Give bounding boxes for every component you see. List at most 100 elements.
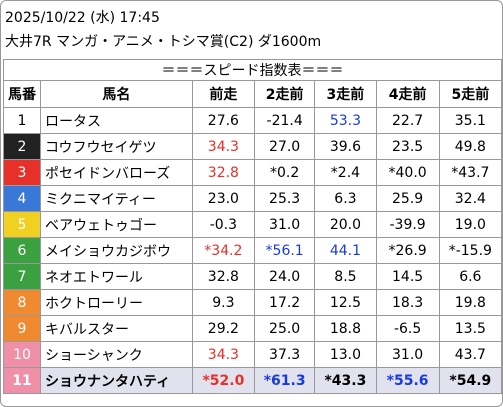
speed-index: *61.3 (253, 367, 316, 394)
speed-index: 32.8 (191, 263, 255, 290)
speed-index: 14.5 (375, 263, 440, 290)
speed-index: -0.3 (191, 211, 255, 238)
row: 8 ホクトローリー 9.3 17.2 12.5 18.3 19.8 (3, 289, 503, 316)
speed-index: 20.0 (314, 211, 377, 238)
speed-index: 35.1 (438, 107, 503, 134)
speed-index: *26.9 (375, 237, 440, 264)
horse-number: 10 (3, 341, 41, 368)
speed-index: 31.0 (375, 341, 440, 368)
row: 4 ミクニマイティー 23.0 25.3 6.3 25.9 32.4 (3, 185, 503, 212)
speed-index: 31.0 (253, 211, 316, 238)
column-header: 馬名 (40, 80, 193, 108)
speed-index: -6.5 (375, 315, 440, 342)
column-header: 4走前 (375, 80, 440, 108)
row: 10 ショーシャンク 34.3 37.3 13.0 31.0 43.7 (3, 341, 503, 368)
horse-number: 11 (3, 367, 41, 394)
speed-index: *55.6 (375, 367, 440, 394)
horse-name: ショウナンタハティ (40, 367, 193, 394)
row: 11 ショウナンタハティ *52.0 *61.3 *43.3 *55.6 *54.9 (3, 367, 503, 394)
date: 2025/10/22 (水) 17:45 (5, 10, 160, 26)
speed-index: 32.4 (438, 185, 503, 212)
speed-index: 8.5 (314, 263, 377, 290)
row: 6 メイショウカジボウ *34.2 *56.1 44.1 *26.9 *-15.9 (3, 237, 503, 264)
speed-index: -21.4 (253, 107, 316, 134)
table-body: 1 ロータス 27.6 -21.4 53.3 22.7 35.1 2 コウフウセイゲツ 34.3 2… (3, 107, 503, 394)
speed-index: 23.0 (191, 185, 255, 212)
horse-name: ホクトローリー (40, 289, 193, 316)
speed-index: 18.8 (314, 315, 377, 342)
speed-index: 13.0 (314, 341, 377, 368)
speed-index: 34.3 (191, 341, 255, 368)
speed-index: 25.0 (253, 315, 316, 342)
speed-index: 17.2 (253, 289, 316, 316)
speed-index: *43.7 (438, 159, 503, 186)
speed-index: 43.7 (438, 341, 503, 368)
column-header: 2走前 (253, 80, 316, 108)
speed-index: 6.3 (314, 185, 377, 212)
row: 9 キバルスター 29.2 25.0 18.8 -6.5 13.5 (3, 315, 503, 342)
speed-index: *-15.9 (438, 237, 503, 264)
horse-name: メイショウカジボウ (40, 237, 193, 264)
row: 5 ベアウェトゥゴー -0.3 31.0 20.0 -39.9 19.0 (3, 211, 503, 238)
speed-index: *54.9 (438, 367, 503, 394)
speed-index: 6.6 (438, 263, 503, 290)
speed-index: 19.8 (438, 289, 503, 316)
horse-number: 1 (3, 107, 41, 134)
row: 7 ネオエトワール 32.8 24.0 8.5 14.5 6.6 (3, 263, 503, 290)
speed-index: 24.0 (253, 263, 316, 290)
horse-name: ショーシャンク (40, 341, 193, 368)
speed-index: 13.5 (438, 315, 503, 342)
horse-number: 9 (3, 315, 41, 342)
horse-number: 5 (3, 211, 41, 238)
column-header: 前走 (191, 80, 255, 108)
speed-table: ＝＝＝スピード指数表＝＝＝ 馬番 馬名 前走 2走前 3走前 4走前 5走前 1 ロータス 27… (3, 59, 503, 394)
speed-index: *34.2 (191, 237, 255, 264)
speed-index: *43.3 (314, 367, 377, 394)
row: 3 ポセイドンバローズ 32.8 *0.2 *2.4 *40.0 *43.7 (3, 159, 503, 186)
horse-name: ポセイドンバローズ (40, 159, 193, 186)
race: 大井7R マンガ・アニメ・トシマ賞(C2) ダ1600m (5, 34, 322, 50)
speed-index: *56.1 (253, 237, 316, 264)
speed-index: 25.9 (375, 185, 440, 212)
speed-index: 39.6 (314, 133, 377, 160)
speed-index: 22.7 (375, 107, 440, 134)
horse-name: ベアウェトゥゴー (40, 211, 193, 238)
header-row: 馬番 馬名 前走 2走前 3走前 4走前 5走前 (3, 80, 503, 108)
horse-number: 7 (3, 263, 41, 290)
speed-index: 37.3 (253, 341, 316, 368)
horse-number: 8 (3, 289, 41, 316)
speed-index: 18.3 (375, 289, 440, 316)
speed-index: 27.6 (191, 107, 255, 134)
horse-number: 3 (3, 159, 41, 186)
horse-number: 6 (3, 237, 41, 264)
speed-index: 29.2 (191, 315, 255, 342)
speed-index: 44.1 (314, 237, 377, 264)
speed-index: 34.3 (191, 133, 255, 160)
speed-index: *2.4 (314, 159, 377, 186)
speed-index: 23.5 (375, 133, 440, 160)
horse-name: ネオエトワール (40, 263, 193, 290)
horse-name: ロータス (40, 107, 193, 134)
row: 2 コウフウセイゲツ 34.3 27.0 39.6 23.5 49.8 (3, 133, 503, 160)
speed-index: 9.3 (191, 289, 255, 316)
speed-index: 32.8 (191, 159, 255, 186)
horse-name: コウフウセイゲツ (40, 133, 193, 160)
speed-index: *52.0 (191, 367, 255, 394)
column-header: 3走前 (314, 80, 377, 108)
speed-index: 27.0 (253, 133, 316, 160)
speed-index: 12.5 (314, 289, 377, 316)
speed-index: 25.3 (253, 185, 316, 212)
column-header: 馬番 (3, 80, 41, 108)
speed-index: *0.2 (253, 159, 316, 186)
horse-number: 2 (3, 133, 41, 160)
speed-index: *40.0 (375, 159, 440, 186)
speed-index: 53.3 (314, 107, 377, 134)
speed-index: 19.0 (438, 211, 503, 238)
speed-index: -39.9 (375, 211, 440, 238)
row: 1 ロータス 27.6 -21.4 53.3 22.7 35.1 (3, 107, 503, 134)
table-title: ＝＝＝スピード指数表＝＝＝ (3, 59, 502, 81)
column-header: 5走前 (438, 80, 503, 108)
speed-index: 49.8 (438, 133, 503, 160)
horse-name: キバルスター (40, 315, 193, 342)
horse-name: ミクニマイティー (40, 185, 193, 212)
